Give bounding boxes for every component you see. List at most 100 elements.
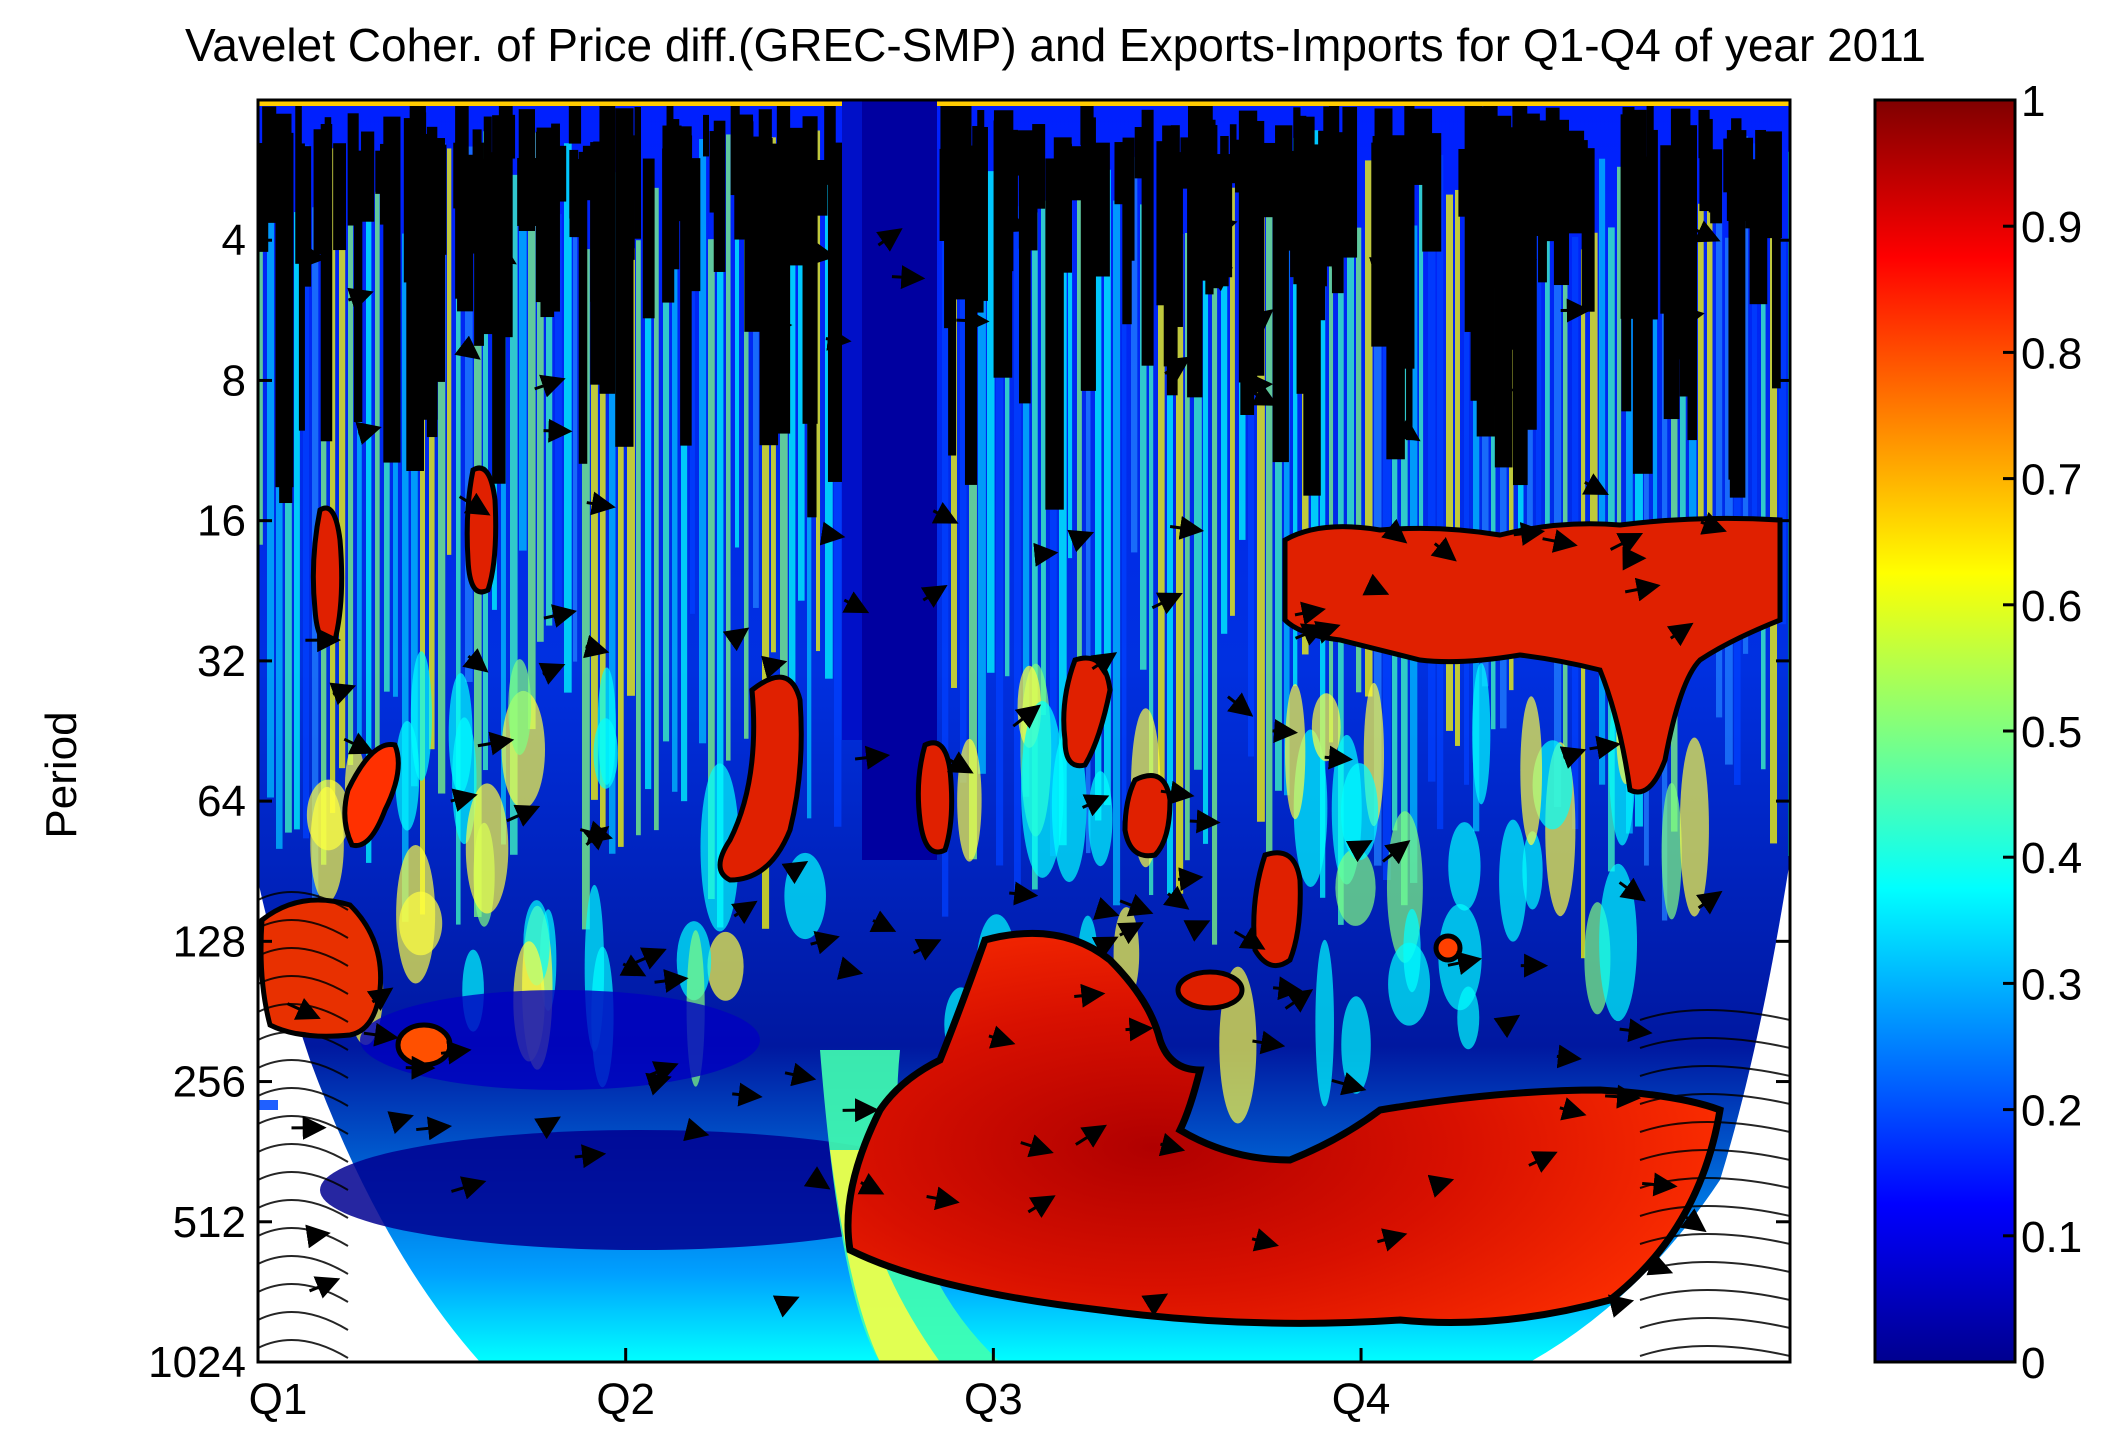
y-tick-label: 32 [197,637,246,686]
phase-arrow [810,931,840,955]
coherence-stripe [1365,160,1373,697]
phase-arrow [1393,417,1421,442]
chart-title: Vavelet Coher. of Price diff.(GREC-SMP) … [184,19,1926,71]
coherence-stripe [1140,204,1147,670]
noise-block [993,120,1013,378]
coherence-stripe [555,214,562,612]
coherence-stripe [357,180,362,752]
phase-arrow [1493,1014,1521,1039]
coherence-stripe [1653,182,1658,777]
phase-arrow [1381,518,1408,544]
noise-block [1386,135,1405,460]
phase-arrow [842,591,870,614]
phase-arrow [574,1144,607,1169]
phase-arrow [654,969,689,993]
coherence-stripe [573,237,578,662]
noise-block [1511,147,1529,315]
noise-block [262,106,277,223]
noise-block [1458,148,1471,217]
phase-arrow [633,947,667,970]
phase-arrow [1067,529,1095,553]
noise-block [1526,123,1537,430]
noise-block [1331,150,1343,269]
noise-block [959,104,972,156]
phase-arrow [1556,1044,1582,1069]
coherence-blob [1520,696,1543,846]
coi-hatch-line [1640,1430,1790,1435]
phase-arrow [1582,473,1609,496]
coi-hatch-line [1639,1289,1790,1301]
phase-arrow [1177,867,1204,892]
coi-hatch-line [258,1311,349,1331]
phase-arrow [784,1062,817,1087]
coherence-stripe [339,242,346,769]
noise-block [977,110,985,259]
coherence-stripe [1068,177,1073,559]
phase-arrow [1027,1195,1056,1218]
coherence-stripe [483,131,488,771]
coherence-stripe [969,231,977,860]
coherence-stripe [402,233,409,922]
noise-block [1018,156,1031,404]
phase-arrow [1609,532,1644,555]
coherence-stripe [420,214,426,915]
noise-block [1080,117,1096,391]
noise-block [1207,119,1216,264]
phase-arrow [1513,522,1546,546]
phase-arrow [1091,936,1119,959]
phase-arrow [912,939,942,961]
noise-block [1275,125,1293,251]
coherence-stripe [438,143,446,794]
phase-arrow [583,634,610,659]
coherence-stripe [1464,165,1470,785]
phase-arrow [454,335,481,360]
phase-arrow [803,1166,831,1190]
coherence-stripe [303,144,310,839]
coherence-stripe [1563,212,1568,760]
noise-block [964,145,978,485]
coi-hatch-line [1639,1037,1790,1049]
colorbar-tick-label: 0.7 [2021,456,2082,505]
noise-block [578,151,588,464]
colorbar-tick-label: 0.2 [2021,1087,2082,1136]
coherence-stripe [1554,220,1562,808]
noise-block [1633,109,1647,288]
noise-block [303,146,312,287]
coherence-stripe [1437,154,1444,830]
phase-arrow [286,997,321,1020]
phase-arrow [819,521,846,546]
coherence-stripe [1176,233,1184,894]
coherence-stripe [1095,227,1102,821]
coherence-stripe [735,140,740,548]
coherence-stripe [1356,227,1362,693]
noise-block [320,124,333,442]
coi-hatch-line [1639,1065,1790,1077]
coherence-stripe [1698,203,1704,613]
coherence-stripe [330,148,336,813]
coherence-blob [508,659,532,755]
coherence-stripe [1050,170,1057,857]
noise-block [980,126,988,301]
noise-block [759,150,779,446]
coherence-stripe [1266,215,1273,858]
noise-block [1323,106,1334,267]
coherence-stripe [663,209,670,742]
noise-block [1069,146,1084,201]
phase-arrow [1324,745,1353,770]
phase-arrow [1559,1097,1587,1121]
coherence-stripe [942,209,949,917]
colorbar-tick-label: 0.9 [2021,203,2082,252]
coherence-stripe [681,165,688,802]
phase-arrow [1382,840,1411,865]
noise-block [1328,104,1340,158]
noise-block [642,158,655,319]
phase-arrow [355,421,382,445]
significant-island [1251,850,1303,969]
noise-block [829,147,839,312]
phase-arrow [534,374,566,398]
phase-arrow [329,682,357,706]
phase-arrow [854,745,891,770]
coherence-stripe [267,169,275,798]
coherence-stripe [1599,158,1606,785]
coherence-blob [1088,771,1113,867]
